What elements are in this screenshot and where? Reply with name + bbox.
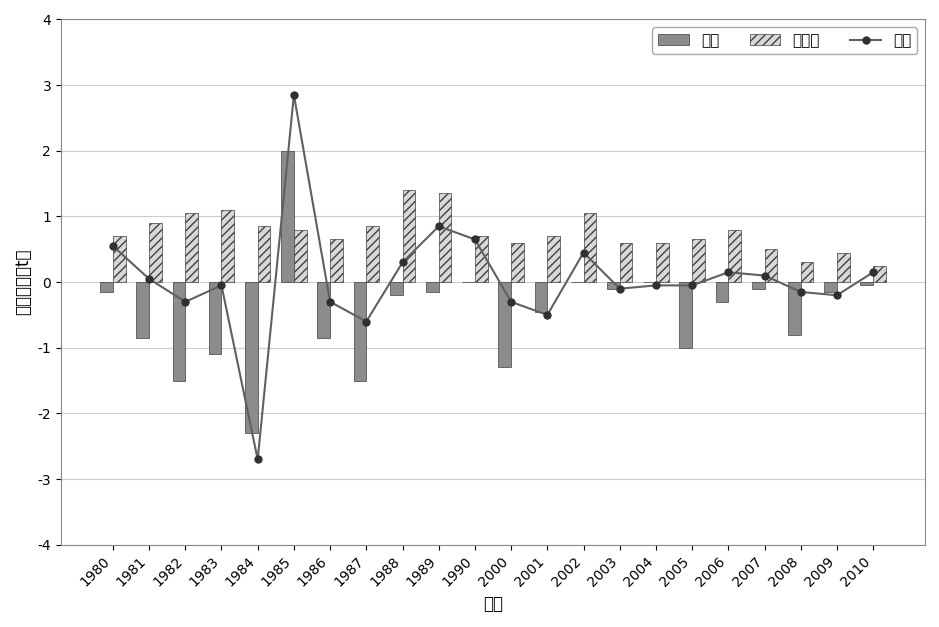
Bar [860, 282, 873, 285]
Bar [136, 282, 149, 338]
Bar [680, 282, 692, 348]
Bar [294, 229, 306, 282]
Bar [366, 226, 379, 282]
Bar [149, 223, 162, 282]
Bar [801, 263, 813, 282]
Bar [620, 243, 632, 282]
Bar [837, 253, 850, 282]
Bar [692, 240, 705, 282]
Bar [475, 236, 487, 282]
Bar [824, 282, 837, 292]
Bar [354, 282, 366, 381]
Bar [656, 243, 669, 282]
Bar [281, 150, 294, 282]
Bar [873, 266, 885, 282]
Bar [100, 282, 113, 292]
Bar [583, 213, 596, 282]
Bar [426, 282, 439, 292]
Bar [788, 282, 801, 335]
Bar [547, 236, 560, 282]
Legend: 汛期, 非汛期, 全年: 汛期, 非汛期, 全年 [652, 27, 917, 55]
Bar [222, 210, 234, 282]
X-axis label: 年份: 年份 [483, 595, 503, 613]
Bar [439, 194, 452, 282]
Bar [245, 282, 257, 433]
Bar [511, 243, 524, 282]
Bar [729, 229, 741, 282]
Bar [208, 282, 222, 354]
Bar [113, 236, 126, 282]
Bar [607, 282, 620, 288]
Bar [317, 282, 331, 338]
Y-axis label: 冲淤量（亿t）: 冲淤量（亿t） [14, 249, 32, 315]
Bar [257, 226, 270, 282]
Bar [403, 190, 415, 282]
Bar [390, 282, 403, 295]
Bar [534, 282, 547, 312]
Bar [173, 282, 185, 381]
Bar [331, 240, 343, 282]
Bar [764, 250, 777, 282]
Bar [716, 282, 729, 302]
Bar [752, 282, 764, 288]
Bar [499, 282, 511, 367]
Bar [185, 213, 198, 282]
